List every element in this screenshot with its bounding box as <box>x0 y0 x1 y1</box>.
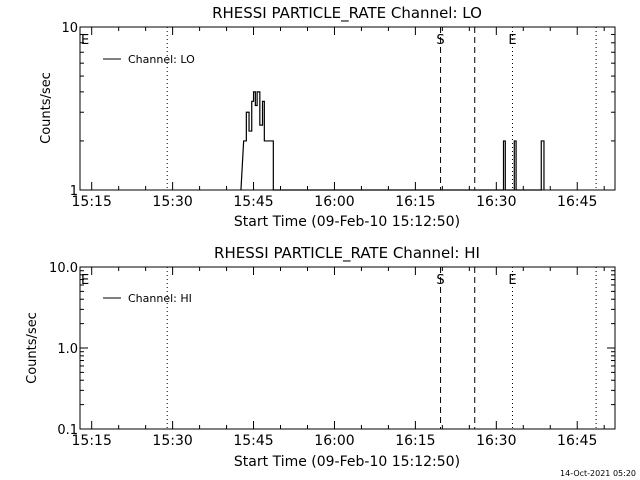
panel-hi: RHESSI PARTICLE_RATE Channel: HI 15:15 15… <box>25 244 616 470</box>
x-tick-label: 15:15 <box>72 194 112 210</box>
x-tick-label: 16:45 <box>557 433 597 449</box>
x-ticks: 15:15 15:30 15:45 16:00 16:15 16:30 16:45 <box>72 267 605 449</box>
series-line <box>240 91 545 191</box>
x-tick-label: 16:15 <box>395 433 435 449</box>
x-axis-label: Start Time (09-Feb-10 15:12:50) <box>234 454 460 470</box>
panel-lo: RHESSI PARTICLE_RATE Channel: LO 15:15 15… <box>39 4 616 230</box>
x-tick-label: 16:15 <box>395 194 435 210</box>
y-tick-label: 10.0 <box>49 261 78 276</box>
marker-label: S <box>436 33 444 48</box>
x-tick-label: 16:00 <box>314 433 354 449</box>
x-tick-label: 15:45 <box>233 433 273 449</box>
x-tick-label: 15:15 <box>72 433 112 449</box>
x-tick-label: 16:30 <box>476 194 516 210</box>
x-tick-label: 15:45 <box>233 194 273 210</box>
x-ticks: 15:15 15:30 15:45 16:00 16:15 16:30 16:45 <box>72 27 605 210</box>
x-tick-label: 15:30 <box>152 433 192 449</box>
data-series <box>240 91 545 191</box>
legend-label: Channel: HI <box>128 292 192 305</box>
plot-area <box>79 26 616 191</box>
y-tick-label: 10 <box>61 21 78 36</box>
marker-label: S <box>436 273 444 288</box>
x-tick-label: 15:30 <box>152 194 192 210</box>
chart-title: RHESSI PARTICLE_RATE Channel: LO <box>212 4 482 23</box>
chart-title: RHESSI PARTICLE_RATE Channel: HI <box>214 244 480 263</box>
x-tick-label: 16:30 <box>476 433 516 449</box>
y-ticks: 0.1 1.0 10.0 <box>49 261 615 438</box>
marker-label: E <box>508 273 516 288</box>
marker-label: E <box>508 33 516 48</box>
x-axis-label: Start Time (09-Feb-10 15:12:50) <box>234 214 460 230</box>
y-tick-label: 0.1 <box>57 423 78 438</box>
y-axis-label: Counts/sec <box>25 312 40 384</box>
y-tick-label: 1.0 <box>57 342 78 357</box>
y-ticks: 1 10 <box>61 21 615 199</box>
y-axis-label: Counts/sec <box>39 72 54 144</box>
x-tick-label: 16:45 <box>557 194 597 210</box>
marker-label: E <box>81 33 89 48</box>
legend-label: Channel: LO <box>128 53 195 66</box>
x-tick-label: 16:00 <box>314 194 354 210</box>
marker-label: E <box>81 273 89 288</box>
timestamp: 14-Oct-2021 05:20 <box>560 469 636 478</box>
y-tick-label: 1 <box>70 184 78 199</box>
